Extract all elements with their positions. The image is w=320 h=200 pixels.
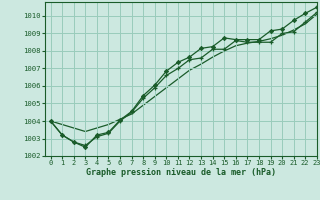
X-axis label: Graphe pression niveau de la mer (hPa): Graphe pression niveau de la mer (hPa) — [86, 168, 276, 177]
